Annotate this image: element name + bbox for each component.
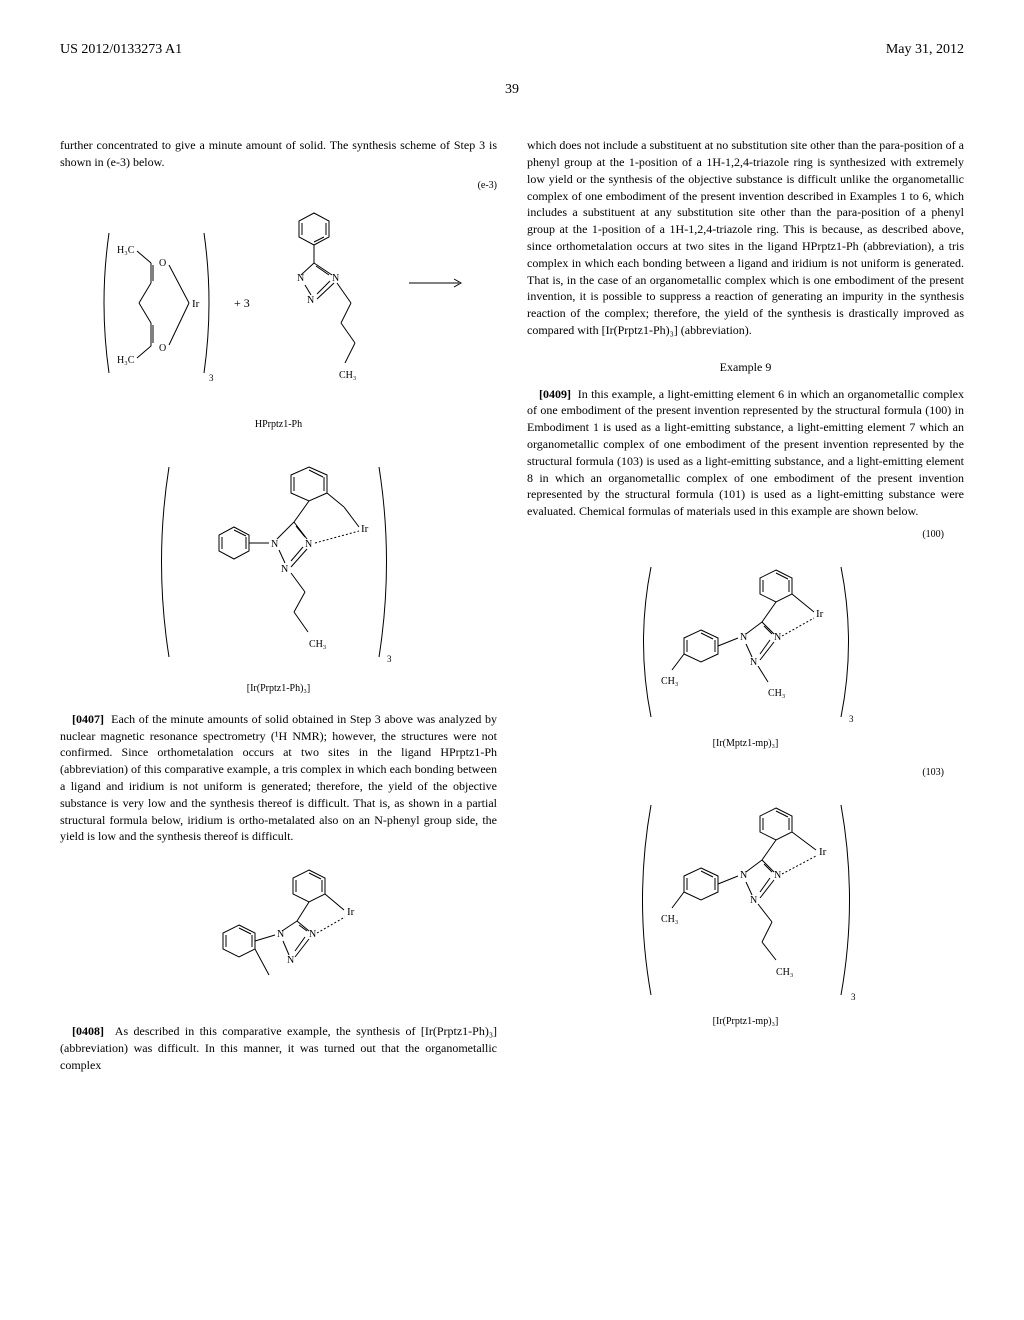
fig2-caption: [Ir(Prptz1-Ph)₃] xyxy=(60,682,497,696)
svg-text:Ir: Ir xyxy=(192,298,200,310)
svg-text:H₃C: H₃C xyxy=(117,245,135,256)
svg-text:N: N xyxy=(297,273,304,284)
para-0407: [0407] Each of the minute amounts of sol… xyxy=(60,711,497,845)
svg-text:CH₃: CH₃ xyxy=(661,914,678,925)
svg-text:N: N xyxy=(271,539,278,550)
svg-text:CH₃: CH₃ xyxy=(776,967,793,978)
chem-figure-100: Ir N N N CH₃ xyxy=(527,552,964,732)
svg-text:Ir: Ir xyxy=(361,523,369,535)
para-num-0408: [0408] xyxy=(72,1024,104,1038)
two-column-layout: further concentrated to give a minute am… xyxy=(60,129,964,1081)
svg-text:CH₃: CH₃ xyxy=(339,370,356,381)
svg-text:N: N xyxy=(750,895,757,906)
para-num-0409: [0409] xyxy=(539,387,571,401)
svg-text:Ir: Ir xyxy=(347,906,355,918)
product-svg: Ir N N N Ir --> xyxy=(129,447,429,677)
header-left: US 2012/0133273 A1 xyxy=(60,40,182,60)
chem-figure-product: Ir N N N Ir --> xyxy=(60,447,497,677)
right-column: which does not include a substituent at … xyxy=(527,129,964,1081)
page-header: US 2012/0133273 A1 May 31, 2012 xyxy=(60,40,964,60)
svg-text:CH₃: CH₃ xyxy=(309,639,326,650)
svg-text:O: O xyxy=(159,258,166,269)
svg-text:3: 3 xyxy=(851,992,856,1002)
partial-svg: Ir N N N xyxy=(169,855,389,1015)
para-0409-text: In this example, a light-emitting elemen… xyxy=(527,387,964,519)
svg-text:H₃C: H₃C xyxy=(117,355,135,366)
svg-text:CH₃: CH₃ xyxy=(768,688,785,699)
svg-text:3: 3 xyxy=(387,654,392,664)
svg-text:3: 3 xyxy=(209,373,214,383)
svg-text:Ir: Ir xyxy=(819,846,827,858)
svg-text:Ir: Ir xyxy=(816,608,824,620)
svg-text:N: N xyxy=(287,955,294,966)
svg-text:N: N xyxy=(307,295,314,306)
example-9-heading: Example 9 xyxy=(527,359,964,376)
svg-text:O: O xyxy=(159,343,166,354)
reaction-svg-top: H₃C H₃C O O Ir 3 + 3 xyxy=(89,203,469,413)
para-0408: [0408] As described in this comparative … xyxy=(60,1023,497,1073)
para-num-0407: [0407] xyxy=(72,712,104,726)
svg-text:3: 3 xyxy=(849,714,854,724)
chem-figure-103: Ir N N N CH₃ xyxy=(527,790,964,1010)
fig1-caption: HPrptz1-Ph xyxy=(60,418,497,432)
para-top-left: further concentrated to give a minute am… xyxy=(60,137,497,171)
fig100-caption: [Ir(Mptz1-mp)₃] xyxy=(527,737,964,751)
formula-100-label: (100) xyxy=(527,528,944,542)
fig103-caption: [Ir(Prptz1-mp)₃] xyxy=(527,1015,964,1029)
page-number: 39 xyxy=(60,80,964,100)
chem-figure-reactant: H₃C H₃C O O Ir 3 + 3 xyxy=(60,203,497,413)
scheme-label: (e-3) xyxy=(60,179,497,193)
para-0409: [0409] In this example, a light-emitting… xyxy=(527,386,964,520)
svg-text:+ 3: + 3 xyxy=(234,296,250,310)
svg-text:N: N xyxy=(774,632,781,643)
svg-text:N: N xyxy=(305,539,312,550)
para-0408-text: As described in this comparative example… xyxy=(60,1024,497,1072)
left-column: further concentrated to give a minute am… xyxy=(60,129,497,1081)
svg-text:N: N xyxy=(281,564,288,575)
header-right: May 31, 2012 xyxy=(886,40,964,60)
svg-text:CH₃: CH₃ xyxy=(661,676,678,687)
svg-text:N: N xyxy=(750,657,757,668)
svg-text:N: N xyxy=(774,870,781,881)
para-top-right: which does not include a substituent at … xyxy=(527,137,964,339)
formula-103-svg: Ir N N N CH₃ xyxy=(606,790,886,1010)
chem-figure-partial: Ir N N N xyxy=(60,855,497,1015)
formula-100-svg: Ir N N N CH₃ xyxy=(606,552,886,732)
formula-103-label: (103) xyxy=(527,766,944,780)
svg-text:N: N xyxy=(309,929,316,940)
svg-text:N: N xyxy=(332,273,339,284)
para-0407-text: Each of the minute amounts of solid obta… xyxy=(60,712,497,844)
